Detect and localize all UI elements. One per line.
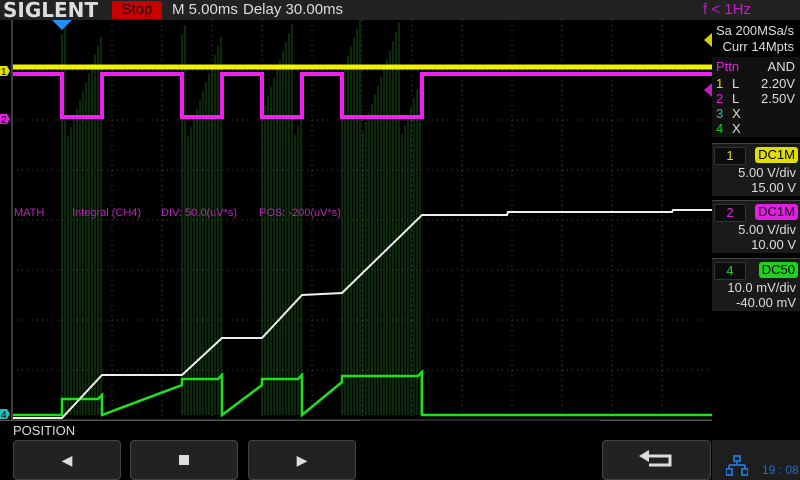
- ch2-trace: [13, 72, 712, 119]
- ch2-offset-marker: [0, 114, 10, 124]
- ch1-marker-label: 1: [1, 67, 7, 78]
- trigger-channel-state: L: [732, 76, 740, 91]
- channel-number: 4: [714, 262, 746, 280]
- trigger-position-marker: [52, 20, 72, 30]
- trigger-delay[interactable]: Delay 30.00ms: [243, 1, 344, 18]
- channel-coupling: DC1M: [755, 147, 798, 163]
- return-button[interactable]: [602, 440, 711, 480]
- trigger-channel-level: 2.20V: [761, 76, 795, 91]
- channel-2-panel[interactable]: 2 DC1M 5.00 V/div 10.00 V: [712, 200, 800, 253]
- ch4-trace: [13, 368, 712, 418]
- trigger-channel-state: X: [732, 106, 741, 121]
- menu-label: POSITION: [13, 423, 76, 438]
- frequency-counter: f < 1Hz: [703, 1, 751, 18]
- run-stop-status[interactable]: Stop: [112, 1, 162, 19]
- trigger-panel: Pttn AND 1 L 2.20V 2 L 2.50V 3 X 4 X: [712, 57, 800, 137]
- trigger-channel-num: 2: [716, 91, 724, 106]
- clock: 19 : 08: [762, 463, 799, 477]
- ch4-offset-marker: [0, 409, 10, 419]
- trigger-type: Pttn: [716, 59, 740, 74]
- channel-4-panel[interactable]: 4 DC50 10.0 mV/div -40.00 mV: [712, 258, 800, 311]
- trigger-channel-level: 2.50V: [761, 91, 795, 106]
- ch2-marker-label: 2: [1, 115, 7, 126]
- right-button[interactable]: ▶: [248, 440, 356, 480]
- trigger-level-marker-ch2: [704, 83, 712, 97]
- math-trace: [13, 209, 712, 419]
- trigger-channel-num: 3: [716, 106, 724, 121]
- stop-icon: [179, 455, 189, 465]
- trigger-channel-num: 1: [716, 76, 724, 91]
- network-icon: [726, 455, 748, 476]
- ch1-offset-marker: [0, 66, 10, 76]
- channel-scale: 5.00 V/div: [738, 165, 796, 180]
- channel-offset: -40.00 mV: [736, 295, 796, 310]
- acquisition-panel: Sa 200MSa/s Curr 14Mpts: [712, 20, 800, 56]
- math-pos: POS: -200(uV*s): [259, 207, 341, 219]
- math-label: MATH: [14, 207, 45, 219]
- channel-scale: 10.0 mV/div: [727, 280, 796, 295]
- brand-logo: SIGLENT: [3, 0, 99, 22]
- channel-scale: 5.00 V/div: [738, 222, 796, 237]
- trigger-channel-num: 4: [716, 121, 724, 136]
- ch4-marker-label: 4: [1, 410, 7, 421]
- top-bar: SIGLENT Stop M 5.00ms Delay 30.00ms f < …: [0, 0, 800, 20]
- divider: [600, 420, 712, 421]
- timebase[interactable]: M 5.00ms: [172, 1, 238, 18]
- trigger-logic: AND: [767, 59, 795, 74]
- channel-coupling: DC1M: [755, 204, 798, 220]
- channel-offset: 10.00 V: [751, 237, 796, 252]
- left-arrow-icon: ◀: [61, 451, 73, 468]
- memory-depth: Curr 14Mpts: [722, 39, 794, 54]
- sample-rate: Sa 200MSa/s: [715, 23, 794, 38]
- math-function: Integral (CH4): [72, 207, 142, 219]
- channel-number: 2: [714, 204, 746, 222]
- stop-button[interactable]: [130, 440, 238, 480]
- trigger-channel-state: L: [732, 91, 740, 106]
- math-div: DIV: 50.0(uV*s): [161, 207, 238, 219]
- right-arrow-icon: ▶: [296, 451, 308, 468]
- divider: [0, 420, 360, 421]
- channel-number: 1: [714, 147, 746, 165]
- trigger-level-marker-ch1: [704, 33, 712, 47]
- left-button[interactable]: ◀: [13, 440, 121, 480]
- channel-offset: 15.00 V: [751, 180, 796, 195]
- return-icon: [638, 450, 671, 467]
- channel-1-panel[interactable]: 1 DC1M 5.00 V/div 15.00 V: [712, 143, 800, 196]
- trigger-channel-state: X: [732, 121, 741, 136]
- channel-coupling: DC50: [758, 262, 798, 278]
- status-area: 19 : 08: [712, 440, 800, 480]
